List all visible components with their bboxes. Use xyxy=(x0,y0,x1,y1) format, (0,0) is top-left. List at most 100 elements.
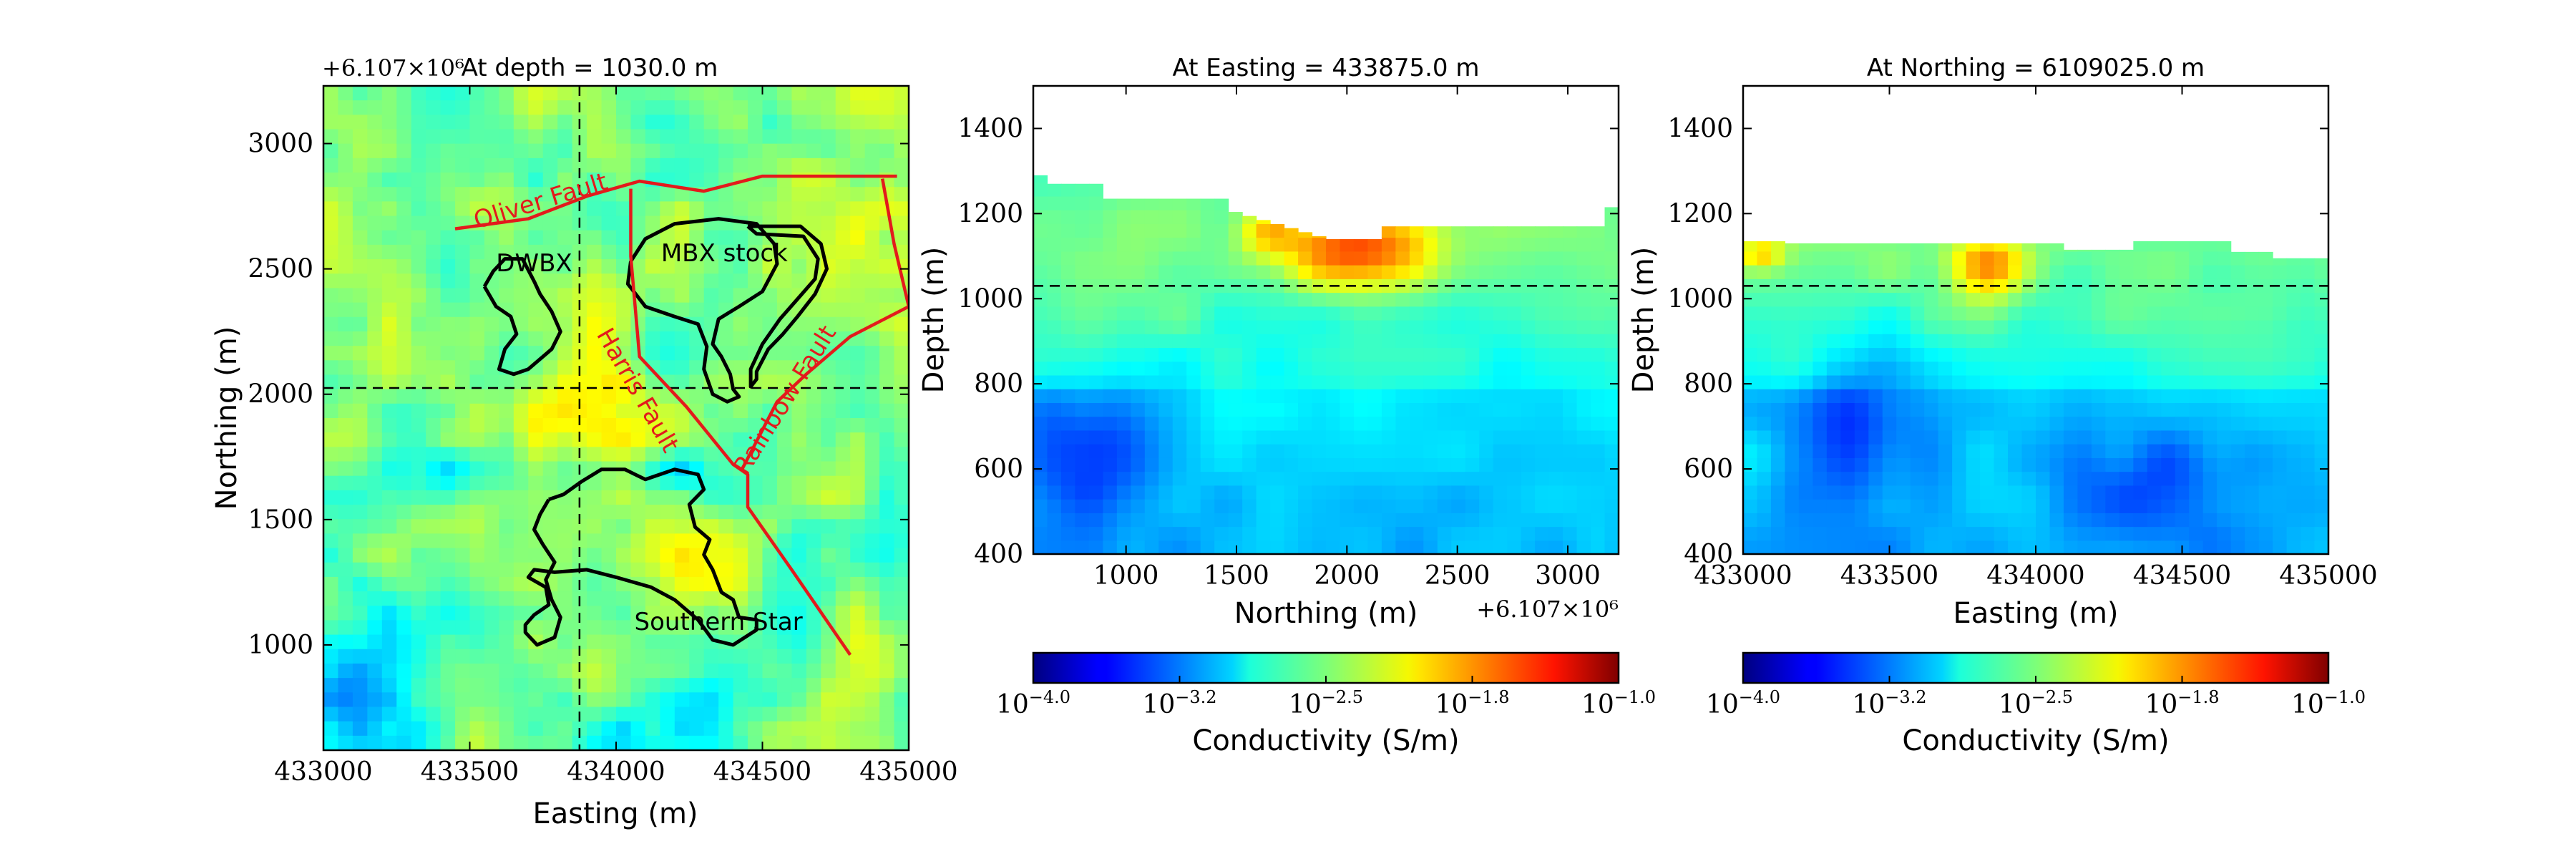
plan-heatmap-cell xyxy=(806,418,821,433)
plan-heatmap-cell xyxy=(557,360,573,376)
plan-heatmap-cell xyxy=(689,201,705,217)
section-heatmap-cell xyxy=(1451,292,1466,307)
section-heatmap-cell xyxy=(2175,241,2190,252)
section-heatmap-cell xyxy=(1882,361,1897,376)
section-heatmap-cell xyxy=(1868,513,1883,528)
plan-heatmap-cell xyxy=(630,548,646,563)
plan-heatmap-cell xyxy=(426,533,441,549)
section-heatmap-cell xyxy=(2105,526,2120,541)
section-heatmap-cell xyxy=(1563,226,1578,238)
section-heatmap-cell xyxy=(1228,347,1243,362)
section-heatmap-cell xyxy=(1075,320,1090,334)
section-heatmap-cell xyxy=(1075,334,1090,349)
plan-heatmap-cell xyxy=(587,548,602,563)
section-heatmap-cell xyxy=(1507,526,1522,541)
section-heatmap-cell xyxy=(1507,334,1522,349)
plan-heatmap-cell xyxy=(323,129,339,145)
plan-heatmap-cell xyxy=(616,302,632,318)
section-heatmap-cell xyxy=(2063,334,2079,349)
section-heatmap-cell xyxy=(1131,416,1146,431)
section-heatmap-cell xyxy=(1493,402,1508,417)
plan-heatmap-cell xyxy=(323,432,339,447)
section-heatmap-cell xyxy=(1910,361,1925,376)
section-heatmap-cell xyxy=(1131,320,1146,334)
section-heatmap-cell xyxy=(2161,265,2176,279)
plan-heatmap-cell xyxy=(381,634,397,650)
plan-heatmap-cell xyxy=(411,591,426,606)
section-heatmap-cell xyxy=(1395,292,1410,307)
section-heatmap-cell xyxy=(1340,239,1355,252)
section-heatmap-cell xyxy=(1340,347,1355,362)
section-heatmap-cell xyxy=(1910,444,1925,458)
section-heatmap-cell xyxy=(1743,347,1758,362)
section-heatmap-cell xyxy=(1798,334,1813,349)
section-heatmap-cell xyxy=(1798,444,1813,458)
section-heatmap-cell xyxy=(2091,444,2106,458)
section-heatmap-cell xyxy=(1770,241,1786,252)
plan-heatmap-cell xyxy=(338,447,353,462)
plan-heatmap-cell xyxy=(601,100,617,115)
plan-heatmap-cell xyxy=(367,100,383,115)
section-heatmap-cell xyxy=(1381,457,1396,472)
plan-heatmap-cell xyxy=(718,288,734,304)
y-tick-label: 400 xyxy=(1684,540,1733,569)
plan-heatmap-cell xyxy=(528,230,544,246)
plan-heatmap-cell xyxy=(674,649,690,664)
section-heatmap-cell xyxy=(1033,402,1048,417)
plan-heatmap-cell xyxy=(674,533,690,549)
section-heatmap-cell xyxy=(1214,210,1229,224)
section-heatmap-cell xyxy=(2091,334,2106,349)
plan-heatmap-cell xyxy=(762,649,778,664)
plan-heatmap-cell xyxy=(689,721,705,737)
section-heatmap-cell xyxy=(1576,444,1591,458)
section-heatmap-cell xyxy=(2230,251,2245,266)
section-heatmap-cell xyxy=(1298,374,1313,389)
section-heatmap-cell xyxy=(1381,361,1396,376)
section-heatmap-cell xyxy=(1256,223,1271,238)
section-heatmap-cell xyxy=(2301,513,2316,528)
plan-heatmap-cell xyxy=(513,576,529,592)
section-heatmap-cell xyxy=(1047,374,1062,389)
section-heatmap-cell xyxy=(1854,243,1869,252)
section-heatmap-cell xyxy=(1340,471,1355,486)
section-heatmap-cell xyxy=(1994,499,2009,513)
plan-heatmap-cell xyxy=(426,490,441,505)
section-heatmap-cell xyxy=(1298,471,1313,486)
section-heatmap-cell xyxy=(2245,306,2260,321)
plan-heatmap-cell xyxy=(440,331,456,346)
plan-heatmap-cell xyxy=(791,606,807,621)
plan-heatmap-cell xyxy=(587,316,602,332)
plan-heatmap-cell xyxy=(791,100,807,115)
section-heatmap-cell xyxy=(1256,402,1271,417)
section-heatmap-cell xyxy=(1910,251,1925,266)
plan-heatmap-cell xyxy=(645,115,660,130)
section-heatmap-cell xyxy=(2049,251,2064,266)
section-heatmap-cell xyxy=(1144,265,1159,279)
plan-heatmap-cell xyxy=(850,562,866,578)
section-heatmap-cell xyxy=(1047,499,1062,513)
section-heatmap-cell xyxy=(1158,444,1174,458)
plan-heatmap-cell xyxy=(367,288,383,304)
section-heatmap-cell xyxy=(1381,347,1396,362)
section-heatmap-cell xyxy=(1033,195,1048,210)
section-heatmap-cell xyxy=(2175,292,2190,307)
colorbar-tick-label: 10−4.0 xyxy=(1706,687,1780,719)
plan-heatmap-cell xyxy=(879,505,895,520)
section-heatmap-cell xyxy=(1270,471,1285,486)
plan-heatmap-cell xyxy=(850,432,866,447)
plan-heatmap-cell xyxy=(850,649,866,664)
plan-heatmap-cell xyxy=(426,346,441,361)
section-heatmap-cell xyxy=(1868,526,1883,541)
plan-heatmap-cell xyxy=(528,692,544,708)
section-heatmap-cell xyxy=(1798,347,1813,362)
section-heatmap-cell xyxy=(2301,347,2316,362)
plan-heatmap-cell xyxy=(601,418,617,433)
section-heatmap-cell xyxy=(1228,485,1243,500)
plan-heatmap-cell xyxy=(426,735,441,750)
section-heatmap-cell xyxy=(2189,347,2204,362)
section-heatmap-cell xyxy=(2036,389,2051,404)
plan-heatmap-cell xyxy=(352,259,368,274)
plan-heatmap-cell xyxy=(381,606,397,621)
section-heatmap-cell xyxy=(1172,292,1187,307)
plan-heatmap-cell xyxy=(776,201,792,217)
